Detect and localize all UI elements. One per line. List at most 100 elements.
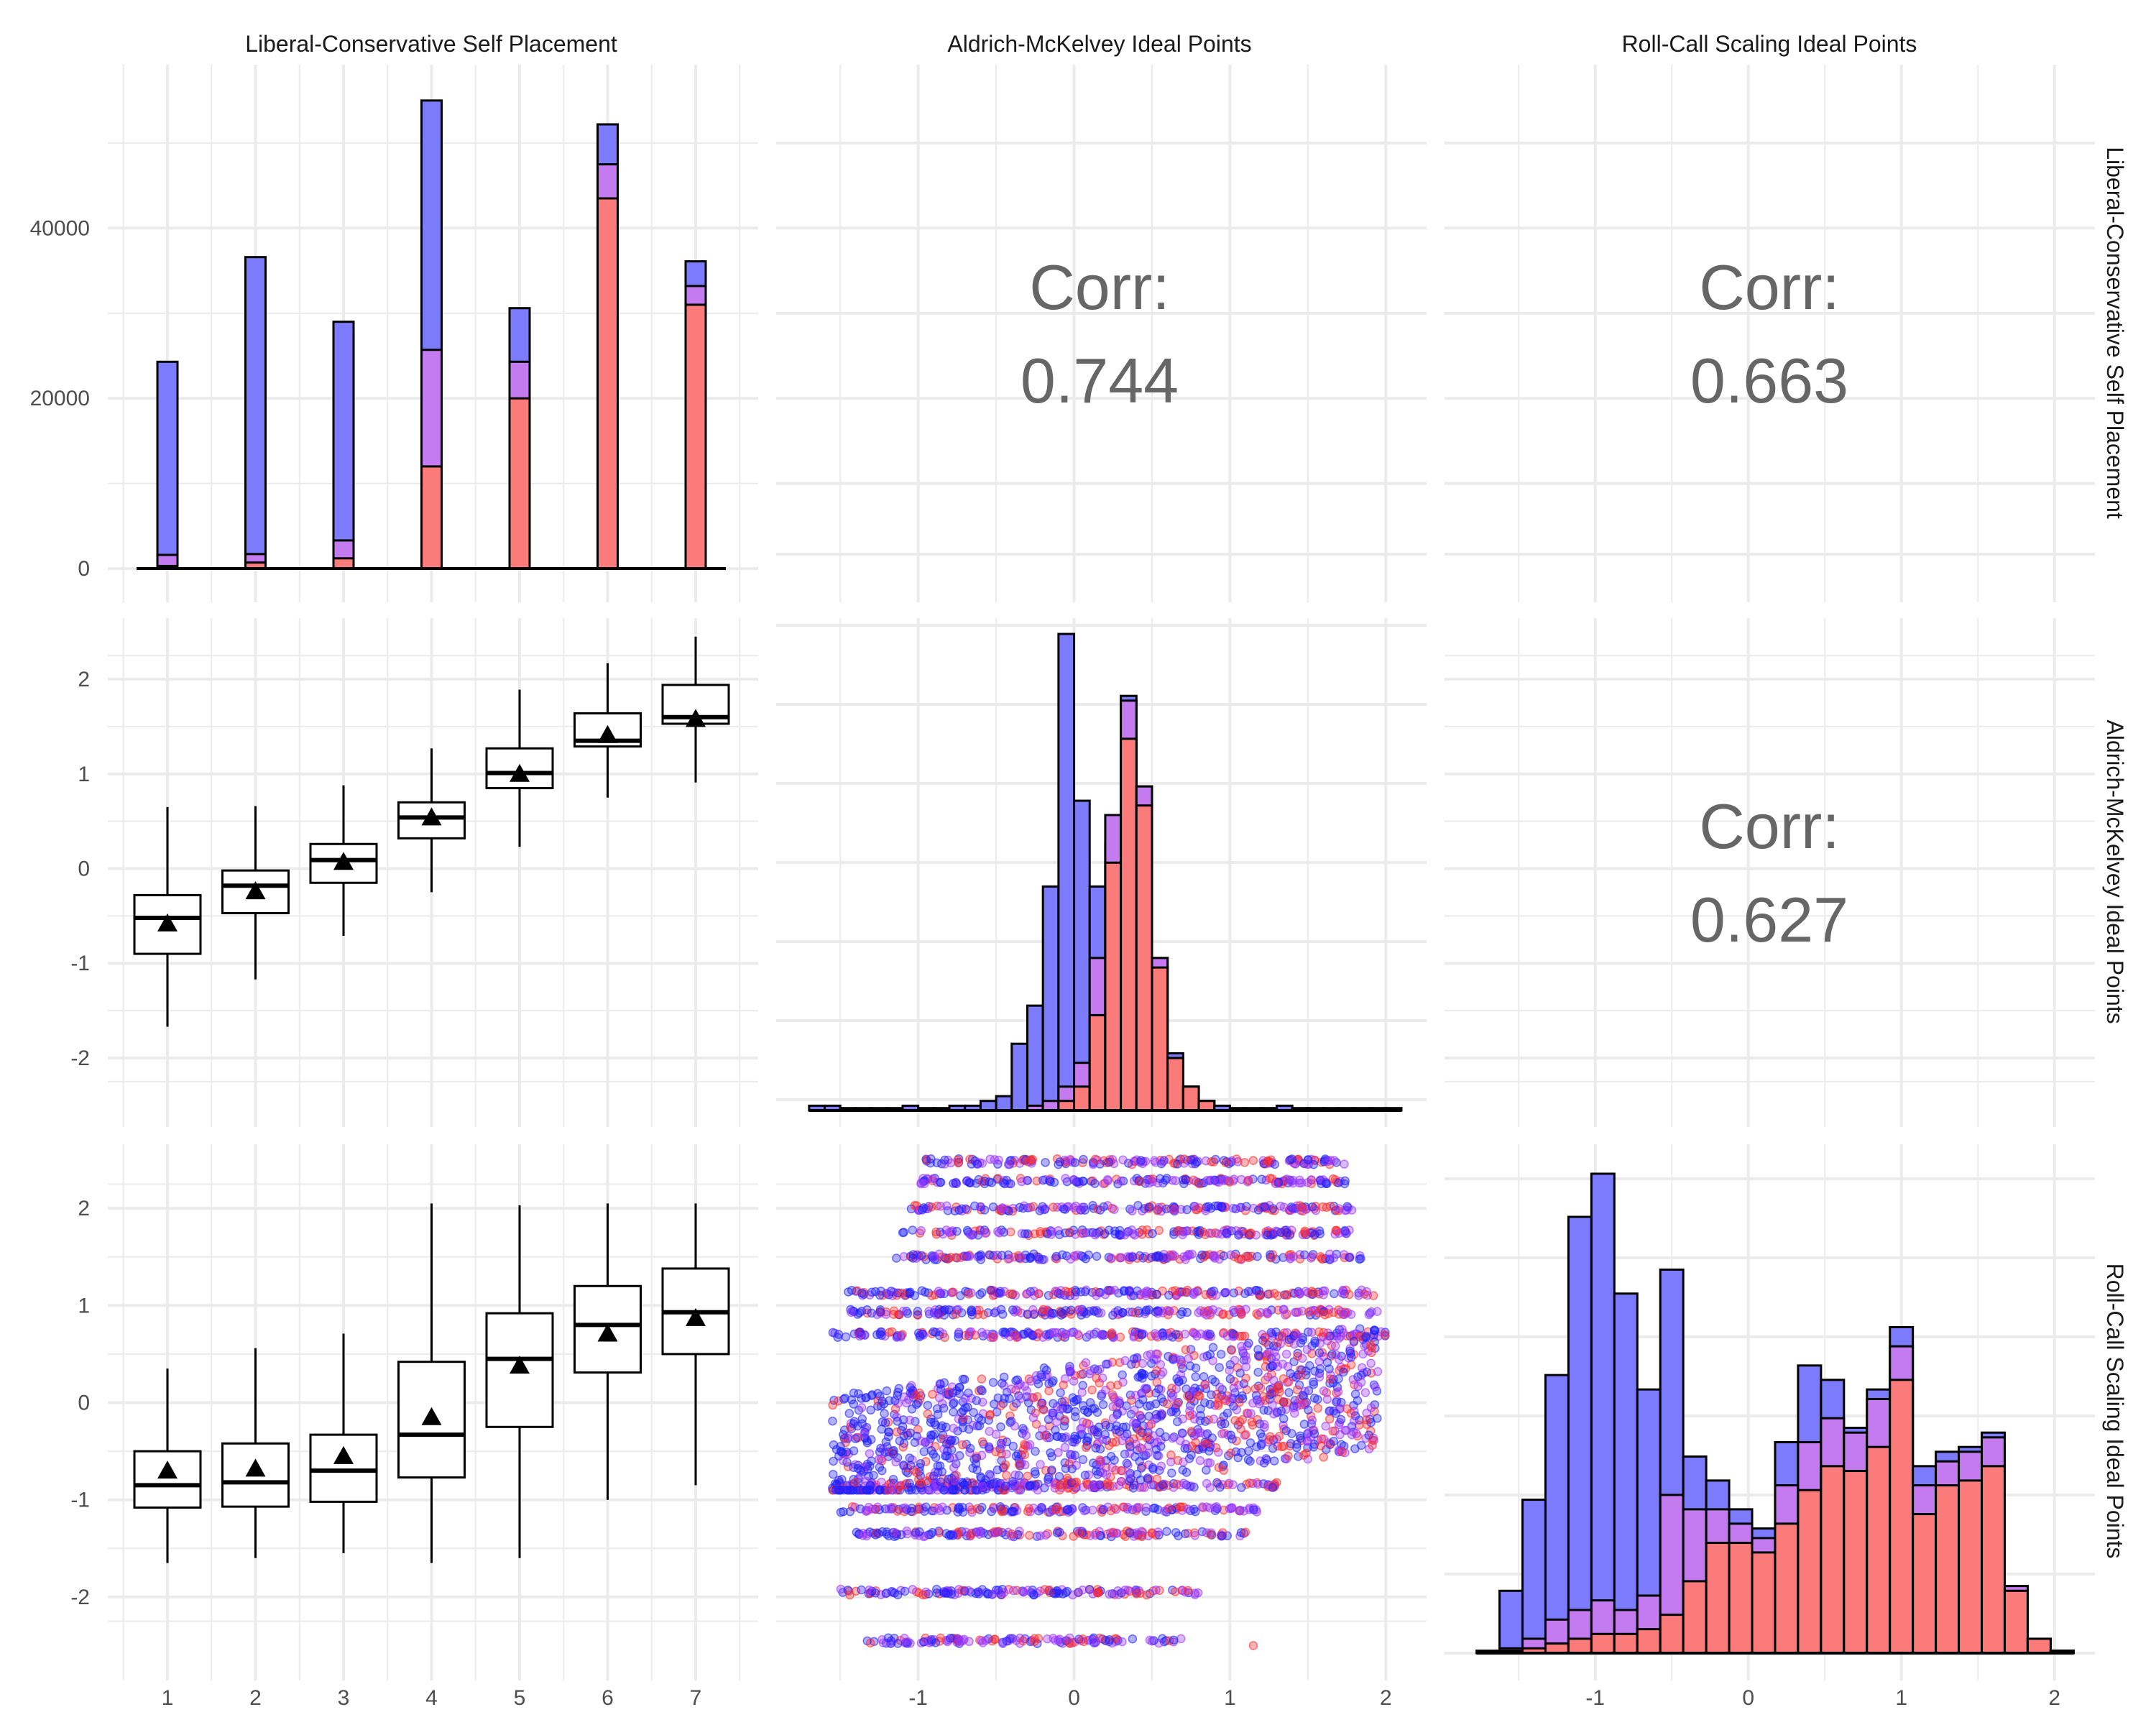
scatter-point bbox=[921, 1502, 931, 1512]
scatter-point bbox=[1008, 1441, 1018, 1451]
scatter-point bbox=[1016, 1253, 1026, 1262]
scatter-point bbox=[1052, 1417, 1061, 1427]
hist-low-r3c3 bbox=[1567, 1637, 1593, 1655]
scatter-point bbox=[1319, 1386, 1329, 1396]
scatter-point bbox=[1074, 1528, 1084, 1538]
scatter-point bbox=[1362, 1367, 1372, 1377]
scatter-point bbox=[915, 1527, 924, 1537]
hist-low-r2c2 bbox=[1135, 804, 1153, 1112]
scatter-point bbox=[1137, 1527, 1146, 1536]
scatter-point bbox=[1028, 1413, 1038, 1422]
scatter-point bbox=[1136, 1156, 1146, 1165]
scatter-point bbox=[964, 1388, 973, 1398]
scatter-point bbox=[911, 1391, 921, 1401]
scatter-point bbox=[950, 1476, 960, 1485]
scatter-point bbox=[874, 1455, 884, 1464]
scatter-point bbox=[1120, 1356, 1130, 1366]
scatter-point bbox=[1268, 1483, 1278, 1492]
scatter-point bbox=[1151, 1585, 1161, 1595]
scatter-point bbox=[1214, 1177, 1223, 1187]
scatter-point bbox=[924, 1307, 934, 1316]
strip-row-2: Aldrich-McKelvey Ideal Points bbox=[2102, 719, 2128, 1024]
scatter-point bbox=[1049, 1408, 1058, 1418]
scatter-point bbox=[893, 1417, 902, 1426]
scatter-point bbox=[849, 1417, 860, 1427]
scatter-point bbox=[968, 1463, 977, 1473]
hist-total-r2c2 bbox=[1041, 885, 1060, 1112]
scatter-point bbox=[1167, 1468, 1176, 1478]
scatter-point bbox=[854, 1331, 865, 1341]
scatter-point bbox=[1187, 1249, 1197, 1259]
scatter-point bbox=[1284, 1451, 1293, 1460]
scatter-point bbox=[1005, 1254, 1014, 1264]
hist-low-r3c3 bbox=[1590, 1632, 1616, 1655]
scatter-point bbox=[985, 1442, 994, 1452]
scatter-point bbox=[1016, 1394, 1026, 1403]
x-tick-label-c1: 2 bbox=[249, 1686, 262, 1710]
hist-low-r3c3 bbox=[1774, 1522, 1800, 1655]
hist-low-r3c3 bbox=[1613, 1632, 1639, 1655]
scatter-point bbox=[883, 1633, 893, 1642]
scatter-point bbox=[977, 1288, 987, 1297]
scatter-point bbox=[855, 1485, 865, 1495]
scatter-point bbox=[1055, 1634, 1064, 1644]
scatter-point bbox=[1219, 1466, 1228, 1475]
x-tick-label-c2: -1 bbox=[908, 1686, 928, 1710]
scatter-point bbox=[883, 1485, 893, 1495]
scatter-point bbox=[1176, 1310, 1186, 1319]
scatter-point bbox=[975, 1251, 984, 1261]
scatter-point bbox=[1020, 1450, 1029, 1460]
scatter-point bbox=[1178, 1230, 1187, 1240]
scatter-point bbox=[1072, 1477, 1081, 1487]
y-tick-label-r2: 0 bbox=[78, 857, 90, 881]
scatter-point bbox=[1281, 1426, 1291, 1435]
scatter-point bbox=[1025, 1440, 1035, 1450]
scatter-point bbox=[1190, 1531, 1200, 1540]
scatter-point bbox=[1100, 1290, 1110, 1300]
scatter-point bbox=[1062, 1505, 1072, 1514]
scatter-point bbox=[1116, 1176, 1126, 1186]
scatter-point bbox=[996, 1422, 1005, 1432]
scatter-point bbox=[1282, 1228, 1291, 1238]
scatter-point bbox=[1096, 1308, 1106, 1318]
scatter-point bbox=[1299, 1450, 1309, 1460]
scatter-point bbox=[1189, 1482, 1199, 1492]
scatter-point bbox=[1352, 1429, 1361, 1438]
scatter-point bbox=[1222, 1331, 1233, 1341]
scatter-point bbox=[1243, 1409, 1253, 1419]
scatter-point bbox=[1092, 1251, 1102, 1261]
scatter-point bbox=[1054, 1471, 1064, 1481]
scatter-point bbox=[1015, 1202, 1024, 1213]
scatter-point bbox=[857, 1288, 867, 1298]
scatter-point bbox=[1202, 1176, 1212, 1185]
scatter-point bbox=[850, 1478, 860, 1487]
scatter-point bbox=[1240, 1527, 1250, 1537]
scatter-point bbox=[1331, 1225, 1340, 1236]
scatter-point bbox=[1059, 1380, 1068, 1390]
scatter-point bbox=[1061, 1174, 1070, 1183]
scatter-point bbox=[1207, 1287, 1216, 1297]
y-tick-label-r3: -1 bbox=[70, 1489, 90, 1512]
scatter-point bbox=[1183, 1504, 1192, 1514]
scatter-point bbox=[1248, 1420, 1258, 1430]
scatter-point bbox=[1138, 1370, 1148, 1379]
scatter-point bbox=[1108, 1402, 1118, 1412]
scatter-point bbox=[1153, 1178, 1163, 1188]
scatter-point bbox=[964, 1289, 974, 1299]
scatter-point bbox=[1237, 1483, 1246, 1492]
scatter-point bbox=[899, 1251, 909, 1261]
scatter-point bbox=[1310, 1338, 1320, 1348]
scatter-point bbox=[919, 1447, 929, 1456]
scatter-point bbox=[936, 1477, 946, 1487]
scatter-point bbox=[875, 1290, 885, 1300]
scatter-point bbox=[1298, 1391, 1308, 1400]
scatter-point bbox=[1195, 1392, 1204, 1401]
scatter-point bbox=[1199, 1371, 1209, 1381]
scatter-point bbox=[1210, 1503, 1220, 1512]
scatter-point bbox=[1013, 1485, 1023, 1495]
scatter-point bbox=[938, 1502, 947, 1512]
scatter-point bbox=[1279, 1414, 1289, 1424]
scatter-point bbox=[1122, 1458, 1132, 1468]
scatter-point bbox=[1204, 1446, 1214, 1456]
